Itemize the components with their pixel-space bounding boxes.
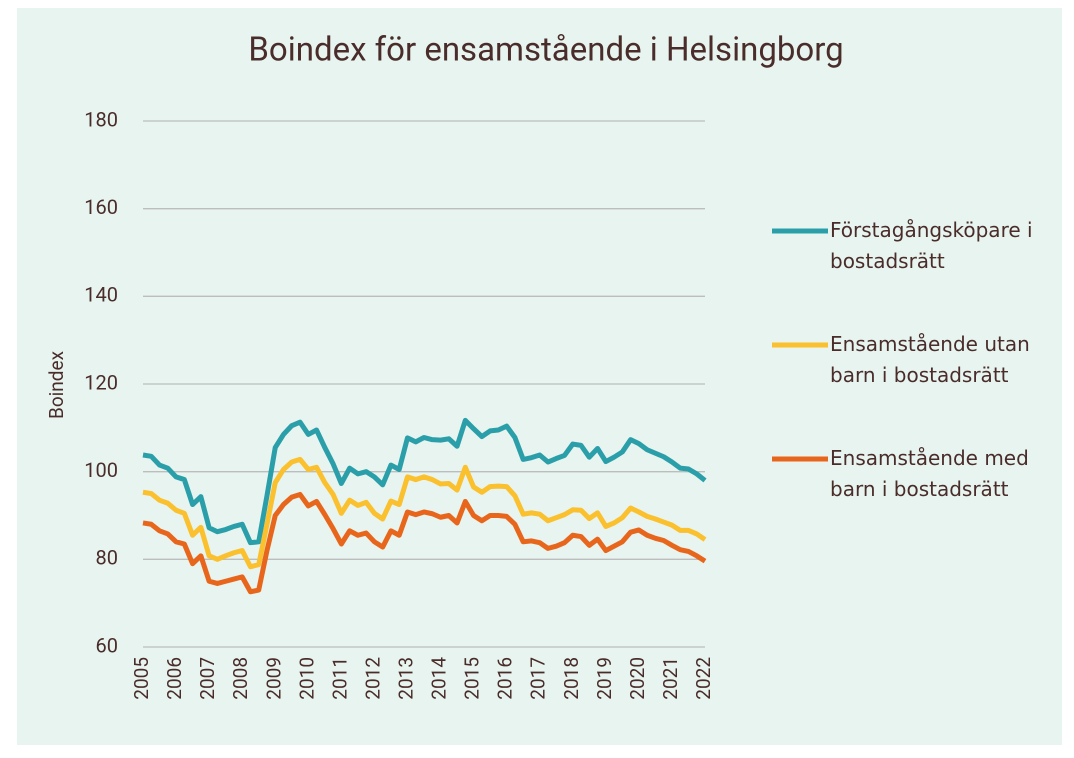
y-tick-label: 180 <box>84 107 118 131</box>
x-tick-label: 2009 <box>262 657 285 700</box>
x-tick-label: 2019 <box>593 657 616 700</box>
x-tick-label: 2022 <box>692 657 715 700</box>
x-tick-label: 2017 <box>527 657 550 700</box>
x-tick-label: 2007 <box>196 657 219 700</box>
y-tick-label: 140 <box>84 283 118 307</box>
series-line <box>142 491 707 595</box>
chart-title: Boindex för ensamstående i Helsingborg <box>248 31 843 70</box>
y-tick-label: 100 <box>84 458 118 482</box>
series-line <box>142 417 707 546</box>
x-tick-label: 2008 <box>229 657 252 700</box>
y-tick-label: 80 <box>96 546 118 570</box>
y-tick-label: 120 <box>84 370 118 394</box>
x-tick-label: 2006 <box>163 657 186 700</box>
x-tick-label: 2021 <box>659 657 682 700</box>
legend-label: Förstagångsköpare i bostadsrätt <box>830 218 1033 273</box>
y-axis-label: Boindex <box>45 350 68 419</box>
x-tick-label: 2010 <box>295 657 318 700</box>
x-tick-label: 2014 <box>428 657 451 700</box>
x-tick-label: 2012 <box>361 657 384 700</box>
y-tick-label: 60 <box>96 633 118 657</box>
series-line <box>142 456 707 570</box>
x-tick-label: 2005 <box>130 657 153 700</box>
x-tick-label: 2018 <box>560 657 583 700</box>
legend-label: Ensamstående utan barn i bostadsrätt <box>830 332 1030 387</box>
x-tick-label: 2015 <box>461 657 484 700</box>
y-tick-label: 160 <box>84 195 118 219</box>
x-tick-label: 2016 <box>494 657 517 700</box>
legend-label: Ensamstående med barn i bostadsrätt <box>830 446 1029 501</box>
chart-background <box>17 8 1062 745</box>
x-tick-label: 2013 <box>394 657 417 700</box>
x-tick-label: 2011 <box>328 657 351 700</box>
x-tick-label: 2020 <box>626 657 649 700</box>
